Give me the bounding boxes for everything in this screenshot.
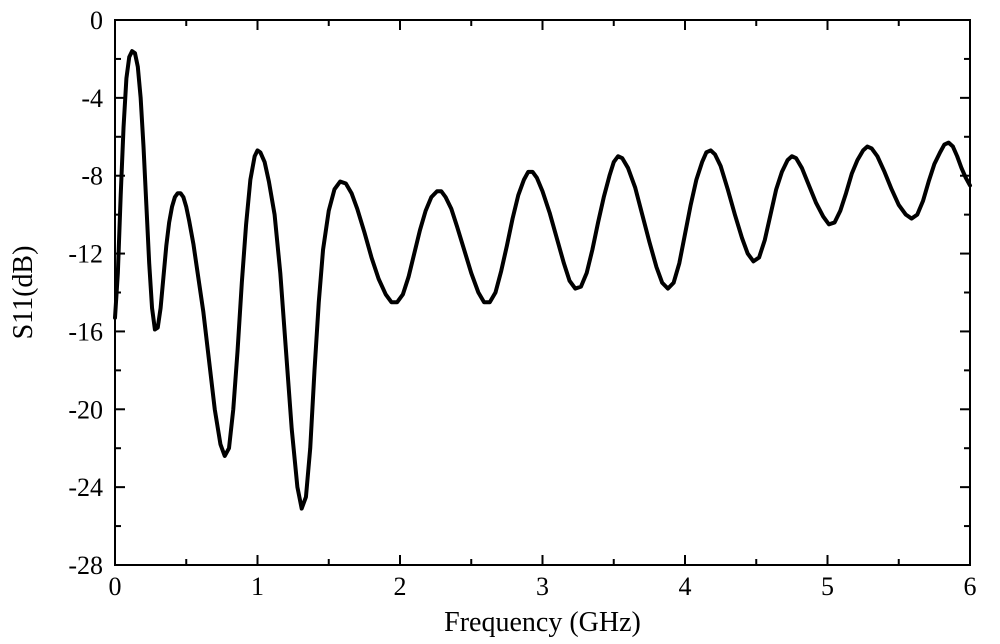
x-tick-label: 2 <box>394 572 407 601</box>
y-tick-label: -20 <box>68 395 103 424</box>
x-tick-label: 6 <box>964 572 977 601</box>
y-tick-label: 0 <box>90 6 103 35</box>
chart-svg: 0 1 2 3 4 5 6 0 -4 -8 -12 -16 -20 -24 -28 Frequency (GH… <box>0 0 1000 644</box>
x-tick-label: 5 <box>821 572 834 601</box>
y-tick-label: -4 <box>81 84 103 113</box>
y-tick-label: -28 <box>68 551 103 580</box>
y-tick-label: -12 <box>68 240 103 269</box>
x-tick-label: 1 <box>251 572 264 601</box>
x-axis-label: Frequency (GHz) <box>444 607 641 638</box>
y-tick-label: -24 <box>68 473 103 502</box>
s11-curve <box>115 51 970 508</box>
s11-frequency-chart: 0 1 2 3 4 5 6 0 -4 -8 -12 -16 -20 -24 -28 Frequency (GH… <box>0 0 1000 644</box>
x-tick-label: 0 <box>109 572 122 601</box>
y-axis-label: S11(dB) <box>8 246 39 340</box>
x-tick-label: 3 <box>536 572 549 601</box>
y-tick-label: -16 <box>68 317 103 346</box>
x-tick-label: 4 <box>679 572 692 601</box>
y-tick-label: -8 <box>81 162 103 191</box>
